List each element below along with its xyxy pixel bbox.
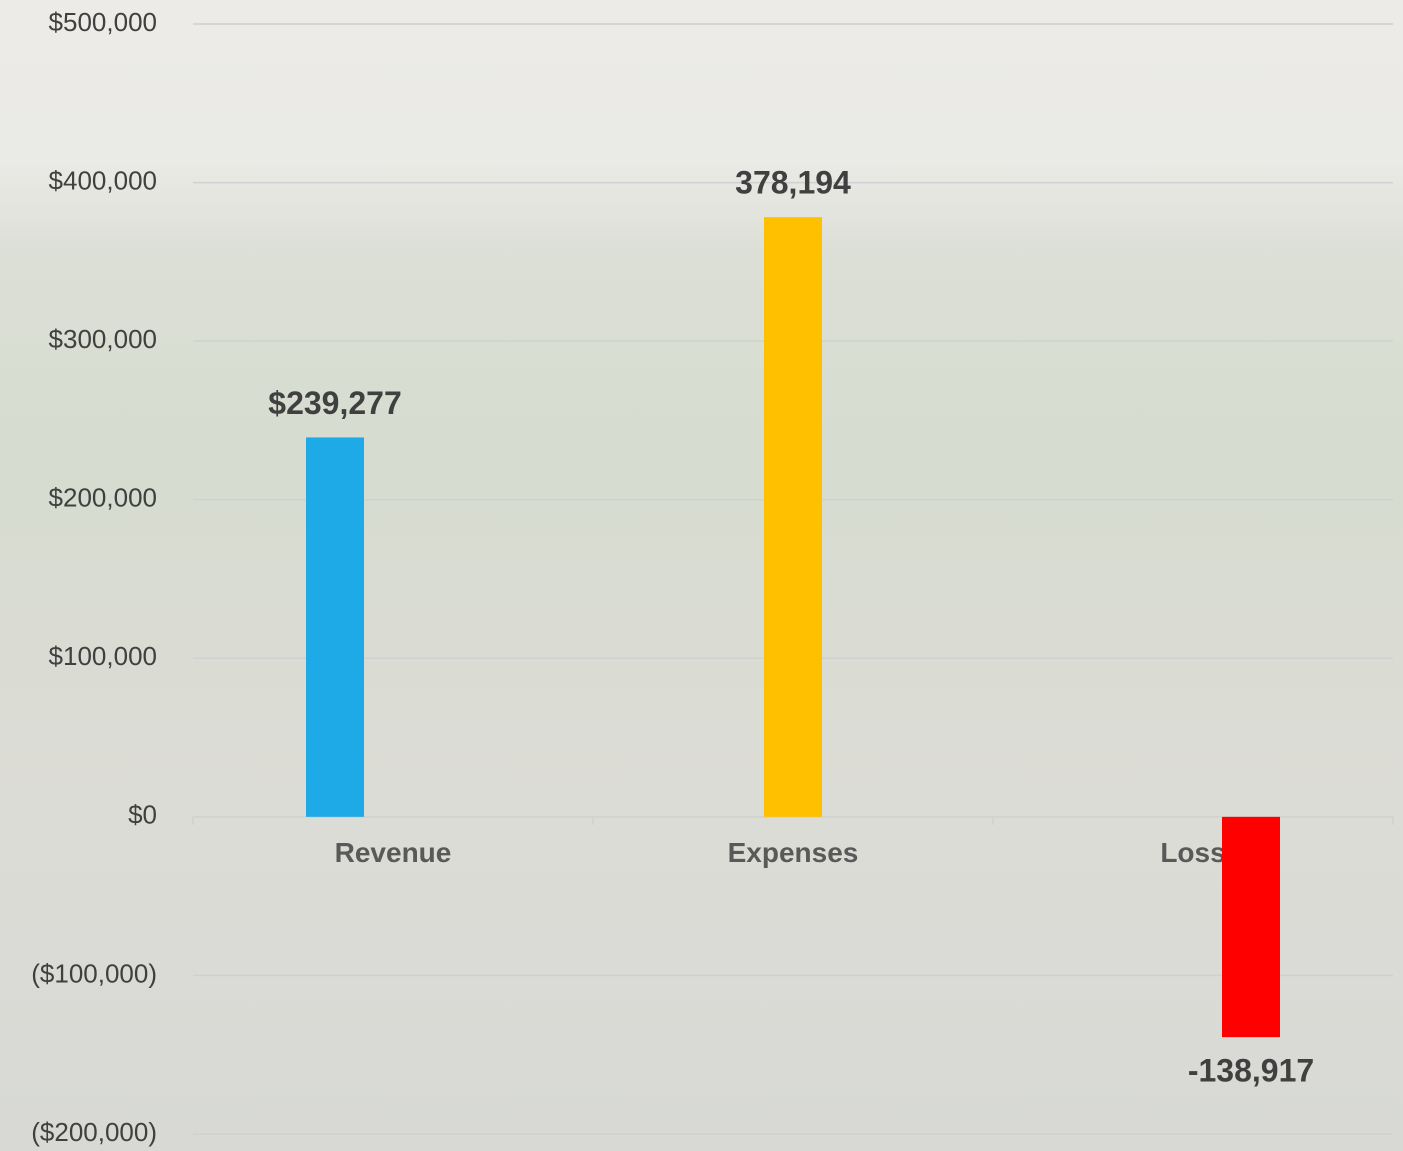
y-tick-label: ($200,000): [31, 1117, 157, 1147]
x-tick-label: Revenue: [335, 837, 452, 868]
y-tick-label: $500,000: [49, 7, 157, 37]
y-tick-label: ($100,000): [31, 958, 157, 988]
chart: ($200,000) ($100,000) $0 $100,000 $200,000 $3…: [0, 0, 1403, 1151]
value-label: $239,277: [268, 385, 401, 421]
bar: [306, 437, 364, 816]
y-tick-label: $200,000: [49, 483, 157, 513]
bar: [1222, 817, 1280, 1037]
y-tick-label: $0: [128, 800, 157, 830]
x-tick-label: Expenses: [728, 837, 859, 868]
value-label: 378,194: [735, 165, 851, 201]
y-tick-label: $100,000: [49, 641, 157, 671]
x-tick-label: Loss: [1160, 837, 1225, 868]
y-tick-label: $300,000: [49, 324, 157, 354]
bar: [764, 217, 822, 817]
value-label: -138,917: [1188, 1053, 1314, 1089]
y-tick-label: $400,000: [49, 165, 157, 195]
